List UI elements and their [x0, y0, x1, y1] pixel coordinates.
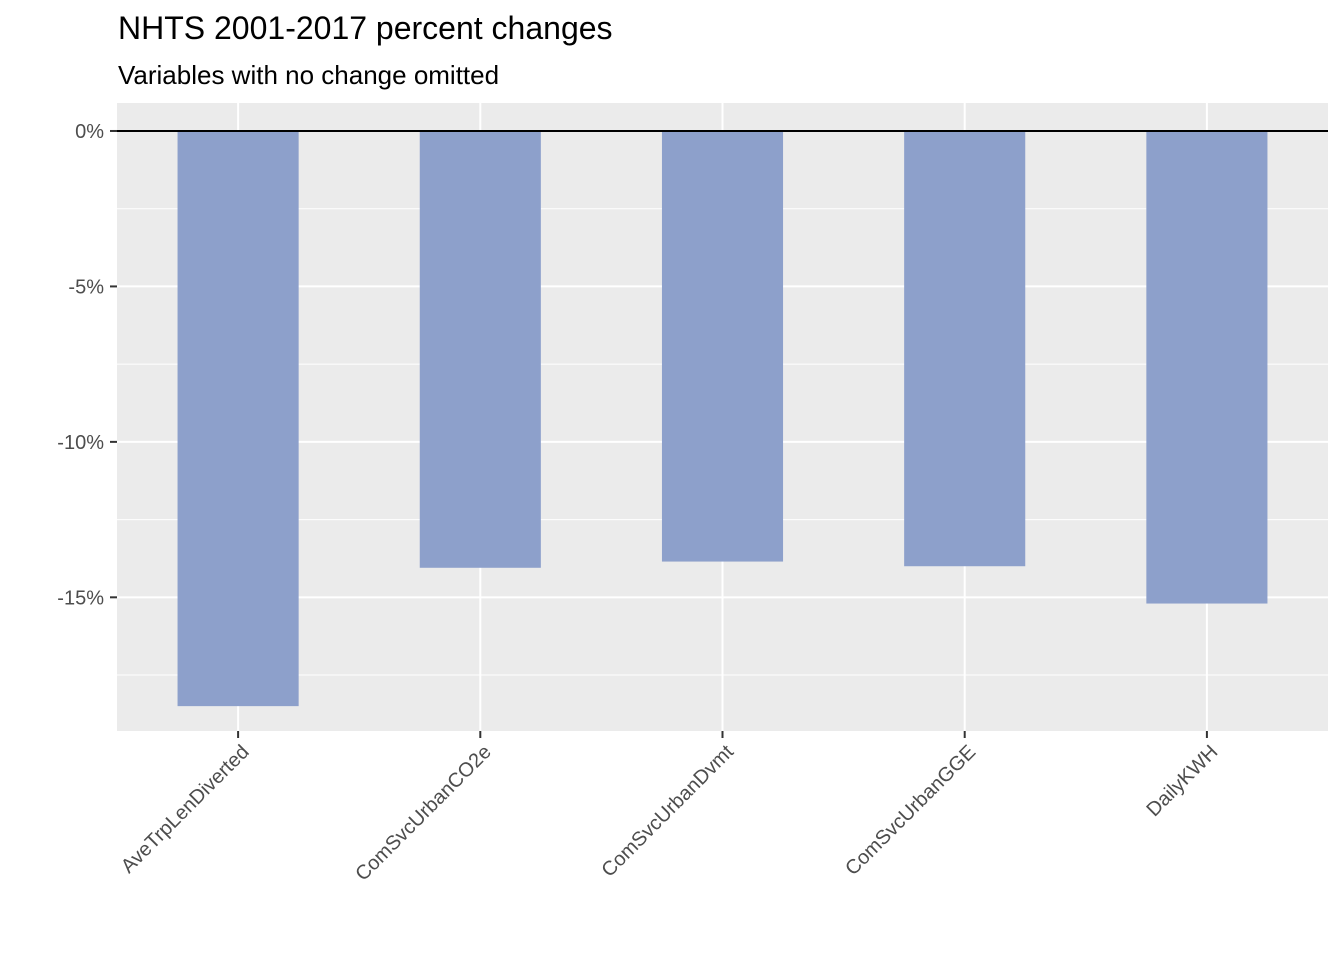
chart-subtitle: Variables with no change omitted — [118, 60, 500, 90]
x-tick-label: AveTrpLenDiverted — [117, 741, 254, 878]
y-tick-label: -5% — [68, 276, 104, 298]
bar-comsvcurbandvmt — [661, 130, 784, 562]
bar-avetrplendiverted — [177, 130, 299, 707]
bars — [177, 130, 1268, 707]
chart-title: NHTS 2001-2017 percent changes — [118, 10, 613, 46]
x-tick-label: DailyKWH — [1142, 741, 1222, 821]
bar-dailykwh — [1146, 130, 1268, 604]
x-tick-label: ComSvcUrbanDvmt — [598, 741, 739, 882]
x-axis: AveTrpLenDiverted ComSvcUrbanCO2e ComSvcUr… — [117, 731, 1222, 885]
y-tick-label: 0% — [75, 121, 104, 143]
y-tick-label: -10% — [57, 432, 104, 454]
x-tick-label: ComSvcUrbanGGE — [841, 741, 980, 880]
y-tick-label: -15% — [57, 587, 104, 609]
bar-comsvcurbanco2e — [419, 130, 541, 568]
y-axis: 0% -5% -10% -15% — [57, 121, 117, 609]
bar-comsvcurbangge — [904, 130, 1026, 567]
x-tick-label: ComSvcUrbanCO2e — [351, 741, 495, 885]
